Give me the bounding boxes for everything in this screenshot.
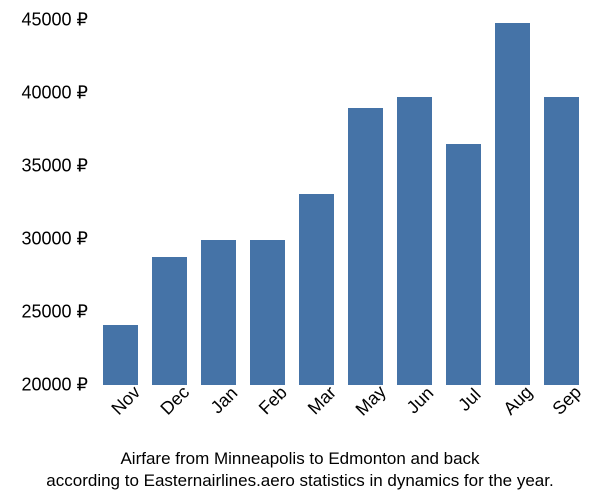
y-tick-label: 35000 ₽ bbox=[21, 156, 96, 177]
x-tick-label: Nov bbox=[107, 382, 144, 419]
bar bbox=[299, 194, 333, 385]
y-tick-label: 20000 ₽ bbox=[21, 375, 96, 396]
caption-line: according to Easternairlines.aero statis… bbox=[0, 470, 600, 492]
bar bbox=[544, 97, 578, 385]
y-tick-label: 25000 ₽ bbox=[21, 302, 96, 323]
chart-caption: Airfare from Minneapolis to Edmonton and… bbox=[0, 448, 600, 492]
bar bbox=[250, 240, 284, 385]
x-tick-label: May bbox=[351, 381, 390, 420]
x-tick-label: Jun bbox=[402, 383, 437, 418]
x-tick-label: Dec bbox=[156, 382, 193, 419]
bar bbox=[152, 257, 186, 385]
x-tick-label: Feb bbox=[254, 382, 291, 419]
caption-line: Airfare from Minneapolis to Edmonton and… bbox=[0, 448, 600, 470]
y-tick-label: 45000 ₽ bbox=[21, 10, 96, 31]
y-tick-label: 30000 ₽ bbox=[21, 229, 96, 250]
bar bbox=[348, 108, 382, 385]
airfare-bar-chart: 20000 ₽ 25000 ₽ 30000 ₽ 35000 ₽ 40000 ₽ 45000… bbox=[0, 0, 600, 500]
bar bbox=[397, 97, 431, 385]
bar bbox=[446, 144, 480, 385]
bar bbox=[201, 240, 235, 385]
x-tick-label: Aug bbox=[499, 382, 536, 419]
x-tick-label: Sep bbox=[548, 382, 585, 419]
x-tick-label: Jul bbox=[454, 384, 485, 415]
bar bbox=[103, 325, 137, 385]
bar bbox=[495, 23, 529, 385]
plot-area: 20000 ₽25000 ₽30000 ₽35000 ₽40000 ₽45000… bbox=[96, 20, 586, 385]
y-tick-label: 40000 ₽ bbox=[21, 83, 96, 104]
x-tick-label: Mar bbox=[303, 382, 340, 419]
x-tick-label: Jan bbox=[206, 383, 241, 418]
